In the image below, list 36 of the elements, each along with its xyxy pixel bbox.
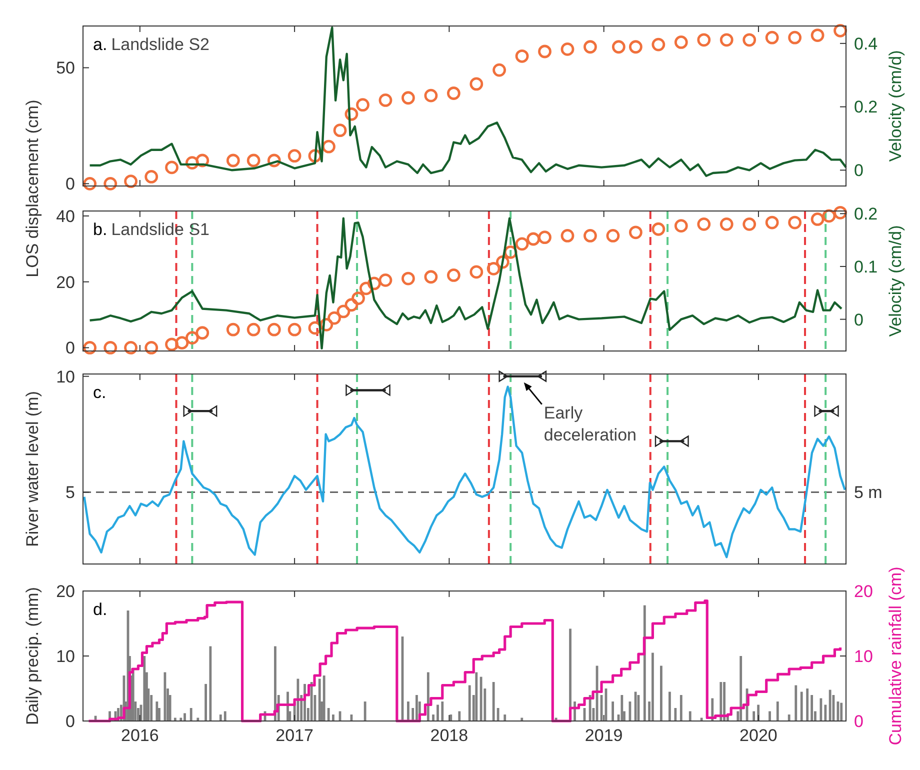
text: c. [93, 383, 106, 402]
y-tick-label: 10 [56, 646, 75, 666]
y2-tick-label: 0.4 [854, 34, 878, 54]
y2-tick-label: 20 [854, 582, 873, 601]
y-tick-label: 5 [66, 483, 75, 502]
y-tick-label: 0 [66, 338, 75, 358]
y-tick-label: 0 [66, 174, 75, 194]
y2-tick-label: 0 [854, 161, 864, 180]
y-tick-label: 20 [56, 272, 75, 292]
text: b. Landslide S1 [93, 220, 210, 239]
y-tick-label: 40 [56, 206, 75, 226]
y2-axis-title: Velocity (cm/d) [886, 225, 905, 337]
y-tick-label: 0 [66, 712, 75, 731]
ref-line-label: 5 m [854, 483, 882, 502]
annotation: Early deceleration [544, 403, 636, 444]
x-tick-label: 2020 [740, 726, 778, 745]
y2-axis-title: Cumulative rainfall (cm) [886, 566, 905, 746]
y-tick-label: 50 [56, 58, 75, 78]
y-axis-title: LOS displacement (cm) [23, 100, 42, 278]
y-tick-label: 10 [56, 367, 75, 386]
y2-tick-label: 0.1 [854, 257, 878, 276]
text: a. Landslide S2 [93, 35, 210, 54]
y2-tick-label: 0 [854, 712, 864, 731]
y2-axis-title: Velocity (cm/d) [886, 50, 905, 162]
y-tick-label: 20 [56, 582, 75, 601]
x-tick-label: 2017 [276, 726, 314, 745]
y2-tick-label: 0 [854, 310, 864, 330]
y2-tick-label: 10 [854, 646, 873, 666]
y-axis-title: River water level (m) [23, 391, 42, 547]
text: d. [93, 600, 108, 619]
y2-tick-label: 0.2 [854, 204, 878, 224]
y2-tick-label: 0.2 [854, 98, 878, 117]
x-tick-label: 2016 [120, 726, 159, 745]
x-tick-label: 2018 [430, 726, 468, 745]
y-axis-title: Daily precip. (mm) [23, 587, 42, 725]
x-tick-label: 2019 [584, 726, 623, 745]
